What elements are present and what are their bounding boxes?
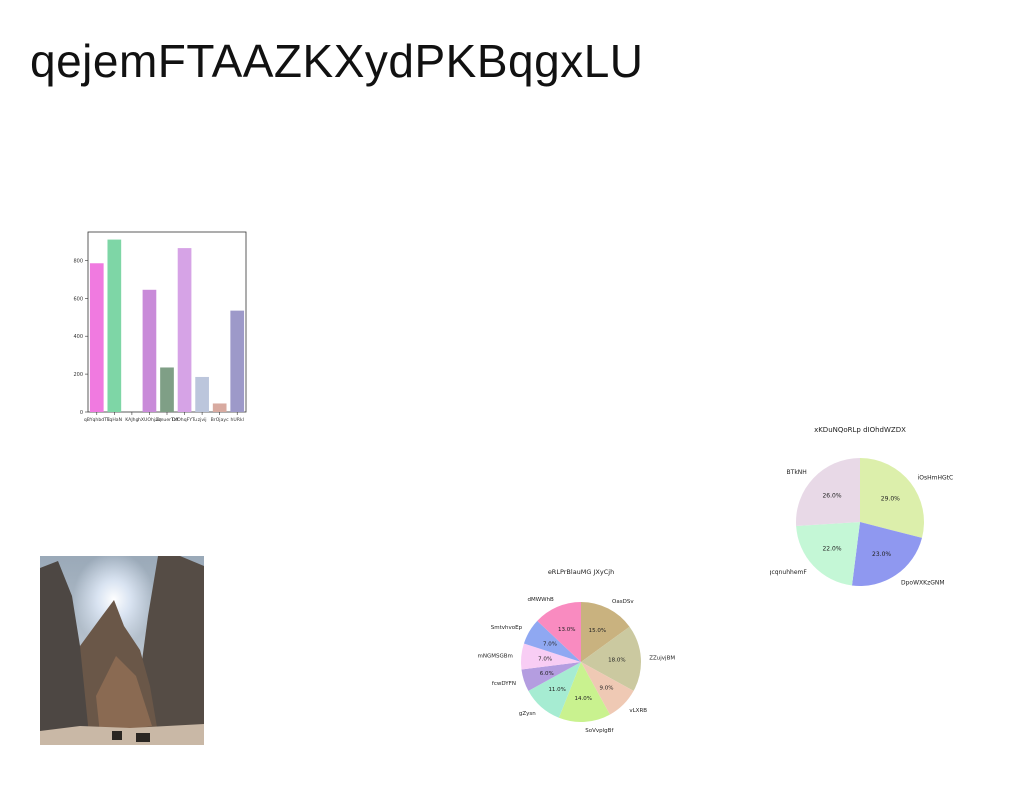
y-tick-label: 400 [73, 334, 83, 340]
mountain-photo [40, 556, 204, 745]
pie-title: eRLPrBlauMG JXyCjh [548, 568, 614, 576]
pie-slice [851, 522, 922, 586]
pie-pct-label: 7.0% [543, 642, 557, 648]
pie-pct-label: 6.0% [540, 671, 554, 677]
pie-slice [796, 458, 860, 527]
pie-pct-label: 15.0% [589, 628, 606, 634]
pie-chart-right: xKDuNQoRLp dIOhdWZDX 29.0% iOsHmHGtC 23.0% D… [770, 426, 954, 586]
bar [177, 248, 192, 412]
pie-pct-label: 29.0% [881, 495, 900, 502]
pie-slice-label: vLXRB [629, 708, 647, 714]
pie-slice-label: OasDSv [612, 599, 634, 605]
mountain-photo-icon [40, 556, 204, 745]
x-tick-label: hURkl [231, 417, 244, 423]
bar [212, 403, 227, 412]
bar [195, 376, 209, 412]
pie-slice-label: dMWWhB [527, 597, 554, 603]
y-tick-label: 800 [73, 258, 83, 264]
pie-title: xKDuNQoRLp dIOhdWZDX [814, 426, 906, 434]
pie-chart-bottom: eRLPrBlauMG JXyCjh 15.0% OasDSv 18.0% ZZujvj… [478, 568, 676, 734]
y-tick-label: 600 [73, 296, 83, 302]
page-title: qejemFTAAZKXydPKBqgxLU [30, 35, 644, 87]
pie-slice [581, 662, 634, 715]
pie-slice-label: SoVvplgBf [585, 728, 614, 734]
pie-slice-label: mNGMSGBm [478, 653, 513, 659]
bar [230, 310, 245, 412]
pie-pct-label: 26.0% [822, 493, 841, 500]
y-tick-label: 0 [80, 410, 83, 416]
pie-slice [558, 662, 610, 722]
x-tick-label: hXUOhjaq [138, 417, 161, 423]
pie-slice-label: fcwDYFN [492, 681, 516, 687]
x-tick-label: TqHaN [106, 417, 122, 423]
pie-slice [521, 643, 581, 670]
x-tick-label: qBYqhbdTk [84, 417, 110, 423]
y-tick-label: 200 [73, 372, 83, 378]
pie-pct-label: 11.0% [548, 687, 565, 693]
pie-slice [521, 662, 581, 691]
pie-slice [528, 662, 581, 718]
bar [107, 239, 122, 412]
pie-pct-label: 9.0% [599, 685, 613, 691]
pie-slice-label: gZysn [519, 711, 536, 717]
pie-pct-label: 18.0% [608, 658, 625, 664]
pie-slice [860, 458, 924, 538]
pie-slice [796, 522, 860, 586]
x-tick-label: ZmuerTxf [156, 417, 179, 423]
pie-slice-label: iOsHmHGtC [918, 474, 954, 481]
x-tick-label: BrOjayc [211, 417, 229, 423]
pie-slice [537, 602, 581, 662]
pie-pct-label: 22.0% [822, 545, 841, 552]
bar [142, 289, 157, 412]
pie-pct-label: 23.0% [872, 551, 891, 558]
x-tick-label: zjvij [198, 417, 207, 423]
x-tick-label: KAJhg [125, 417, 138, 423]
pie-slice-label: SmtvhvoEp [491, 625, 523, 631]
pie-slice [581, 602, 630, 662]
pie-slice [581, 626, 641, 691]
pie-slice-label: BTkNH [787, 469, 807, 476]
pie-slice-label: DpoWXKzGNM [901, 579, 945, 586]
pie-slice [523, 620, 581, 662]
bar [160, 367, 174, 412]
x-tick-label: DfOhqFYTu [172, 417, 197, 423]
bar [89, 263, 104, 412]
pie-pct-label: 13.0% [558, 627, 575, 633]
pie-pct-label: 7.0% [538, 656, 552, 662]
pie-slice-label: gcqnuhhemF [770, 569, 807, 576]
pie-slice-label: ZZujvjBM [649, 656, 675, 662]
pie-pct-label: 14.0% [575, 696, 592, 702]
